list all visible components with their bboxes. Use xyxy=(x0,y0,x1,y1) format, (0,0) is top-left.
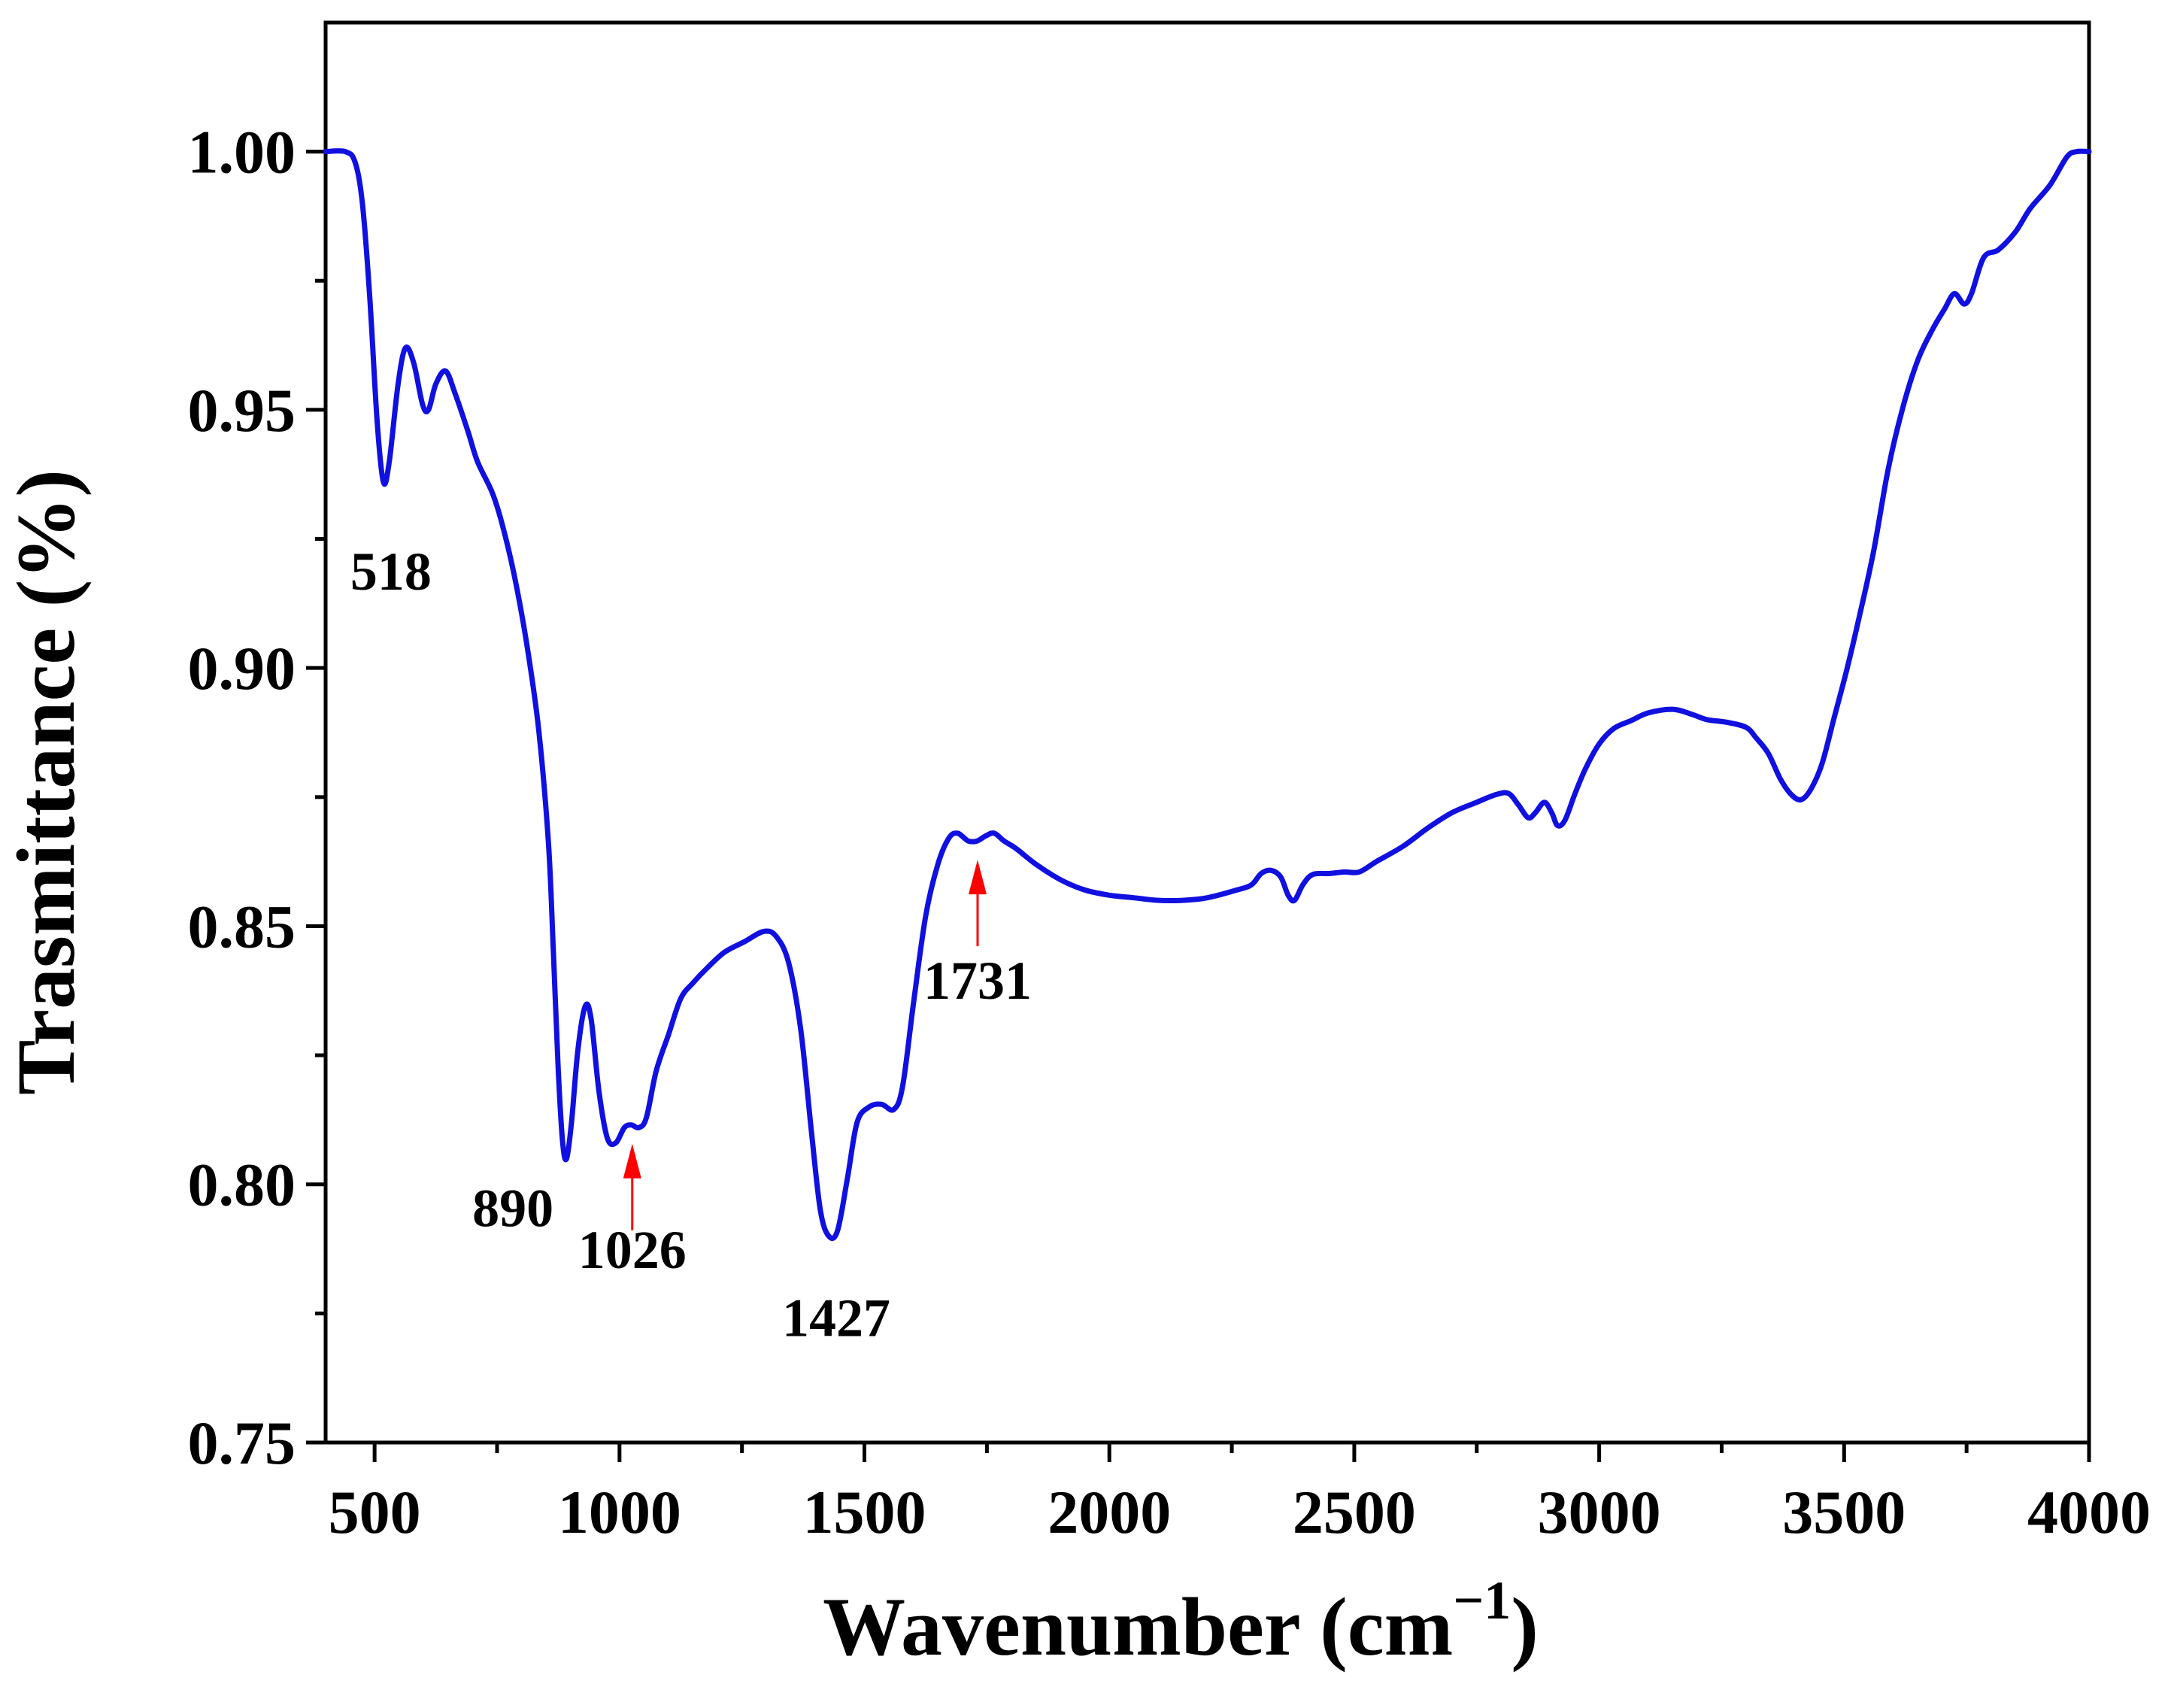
peak-label: 1731 xyxy=(923,951,1032,1011)
y-axis-title: Trasmittance (%) xyxy=(0,469,92,1095)
x-tick-label: 500 xyxy=(329,1478,421,1546)
x-axis-title-superscript: −1 xyxy=(1453,1570,1511,1631)
axis-titles-group: Trasmittance (%) Wavenumber (cm−1) xyxy=(0,469,1539,1673)
y-tick-label: 0.95 xyxy=(188,376,296,444)
peak-label: 518 xyxy=(350,542,432,602)
x-axis-title-close: ) xyxy=(1511,1581,1539,1673)
y-tick-label: 0.90 xyxy=(188,634,296,702)
plot-frame xyxy=(323,20,2091,1445)
series-group xyxy=(323,148,2092,1242)
x-tick-label: 1000 xyxy=(558,1478,681,1546)
axes-group: 500 1000 1500 2000 2500 3000 3500 4000 0.75 0.80 0… xyxy=(188,20,2151,1546)
peak-label: 1026 xyxy=(578,1220,687,1280)
peak-label: 890 xyxy=(472,1178,553,1238)
y-tick-label: 0.85 xyxy=(188,892,296,960)
x-tick-label: 1500 xyxy=(803,1478,926,1546)
x-tick-label: 2500 xyxy=(1293,1478,1416,1546)
peak-label: 1427 xyxy=(782,1288,890,1348)
x-tick-label: 3500 xyxy=(1782,1478,1906,1546)
x-tick-label: 3000 xyxy=(1538,1478,1661,1546)
annotations-group: 518 890 1026 1427 1731 xyxy=(350,542,1032,1348)
x-axis-title: Wavenumber (cm−1) xyxy=(823,1570,1539,1673)
y-tick-label: 0.75 xyxy=(188,1409,296,1477)
x-tick-label: 4000 xyxy=(2027,1478,2151,1546)
annotation-arrow-head xyxy=(968,860,987,895)
y-tick-label: 1.00 xyxy=(188,118,296,187)
x-tick-label: 2000 xyxy=(1048,1478,1171,1546)
y-tick-label: 0.80 xyxy=(188,1151,296,1219)
x-axis-title-main: Wavenumber (cm xyxy=(823,1581,1453,1673)
annotation-arrow-head xyxy=(623,1143,641,1179)
spectrum-line xyxy=(323,148,2092,1242)
